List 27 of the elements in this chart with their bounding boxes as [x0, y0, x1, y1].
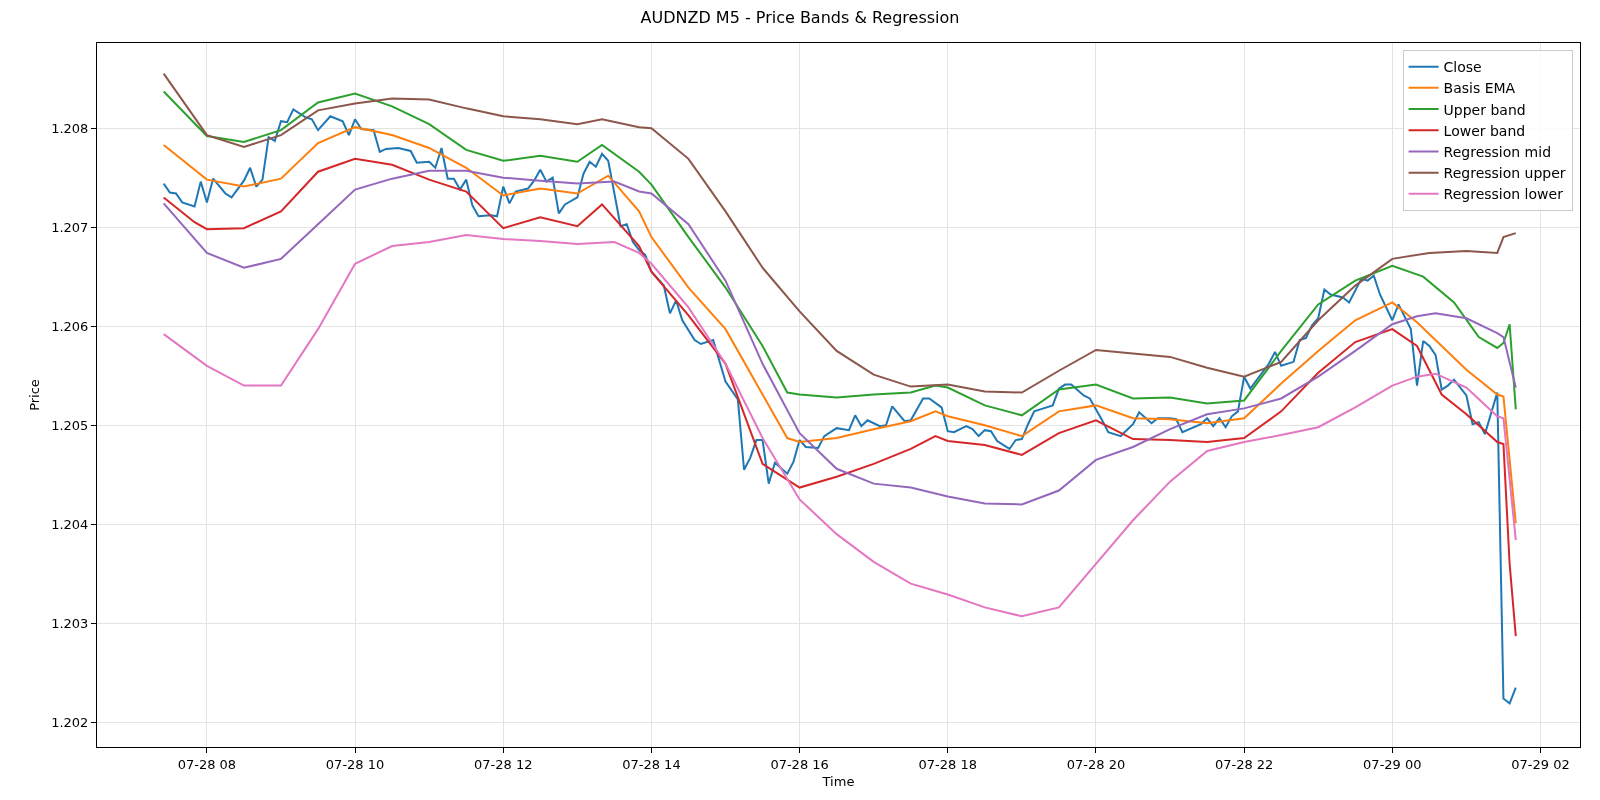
x-tick-label: 07-28 08 — [177, 756, 237, 772]
y-axis-title: Price — [27, 379, 43, 411]
y-tick-label: 1.207 — [51, 219, 89, 235]
x-tick-label: 07-28 18 — [918, 756, 978, 772]
x-tick-label: 07-29 00 — [1363, 756, 1422, 772]
x-tick-label: 07-28 22 — [1214, 756, 1274, 772]
legend-label: Regression mid — [1443, 143, 1552, 160]
y-tick-label: 1.208 — [51, 120, 89, 136]
x-tick-label: 07-28 16 — [770, 756, 829, 772]
y-tick-label: 1.206 — [51, 318, 89, 334]
y-tick-label: 1.203 — [51, 615, 89, 631]
x-tick-label: 07-29 02 — [1511, 756, 1570, 772]
x-tick-label: 07-28 14 — [622, 756, 681, 772]
legend-label: Close — [1443, 59, 1482, 76]
x-tick-label: 07-28 12 — [474, 756, 533, 772]
legend-label: Regression upper — [1443, 165, 1566, 182]
x-axis-title: Time — [821, 774, 855, 790]
legend-label: Lower band — [1443, 122, 1526, 139]
legend-label: Basis EMA — [1443, 80, 1516, 97]
legend-label: Upper band — [1443, 101, 1526, 118]
x-tick-label: 07-28 20 — [1066, 756, 1126, 772]
y-tick-label: 1.202 — [51, 714, 89, 730]
y-tick-label: 1.205 — [51, 417, 89, 433]
legend-label: Regression lower — [1443, 186, 1564, 203]
x-tick-label: 07-28 10 — [325, 756, 385, 772]
y-tick-label: 1.204 — [51, 516, 89, 532]
chart-title: AUDNZD M5 - Price Bands & Regression — [640, 8, 960, 28]
